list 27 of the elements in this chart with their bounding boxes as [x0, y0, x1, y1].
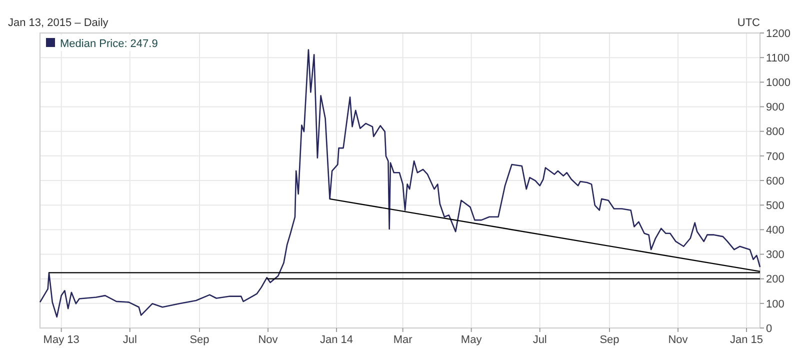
- y-tick-label: 300: [766, 249, 784, 262]
- y-tick-label: 600: [766, 175, 784, 188]
- x-tick-label: Nov: [258, 334, 278, 346]
- y-tick-label: 900: [766, 102, 784, 114]
- y-tick-label: 100: [766, 298, 784, 310]
- y-tick-label: 400: [766, 224, 784, 237]
- x-tick-label: Sep: [190, 334, 210, 346]
- y-tick-label: 0: [766, 322, 772, 335]
- x-tick-label: Jul: [122, 334, 137, 346]
- x-tick-label: Nov: [668, 334, 688, 346]
- x-tick-label: May 13: [43, 334, 80, 346]
- legend-label: Median Price: 247.9: [60, 38, 158, 50]
- y-tick-label: 800: [766, 126, 784, 138]
- y-tick-label: 500: [766, 200, 784, 212]
- x-tick-label: Mar: [393, 334, 413, 346]
- x-tick-label: Jan 14: [320, 334, 354, 346]
- y-tick-label: 200: [766, 274, 784, 286]
- y-tick-label: 1100: [766, 52, 790, 64]
- x-tick-label: May: [460, 334, 482, 346]
- x-tick-label: Jul: [532, 334, 547, 346]
- x-tick-label: Sep: [600, 334, 620, 346]
- x-tick-label: Jan 15: [730, 334, 764, 346]
- chart-subtitle: Jan 13, 2015 – Daily: [8, 17, 109, 29]
- text: UTC: [737, 17, 760, 29]
- y-tick-label: 1000: [766, 77, 790, 90]
- y-tick-label: 700: [766, 150, 784, 163]
- y-tick-label: 1200: [766, 28, 790, 40]
